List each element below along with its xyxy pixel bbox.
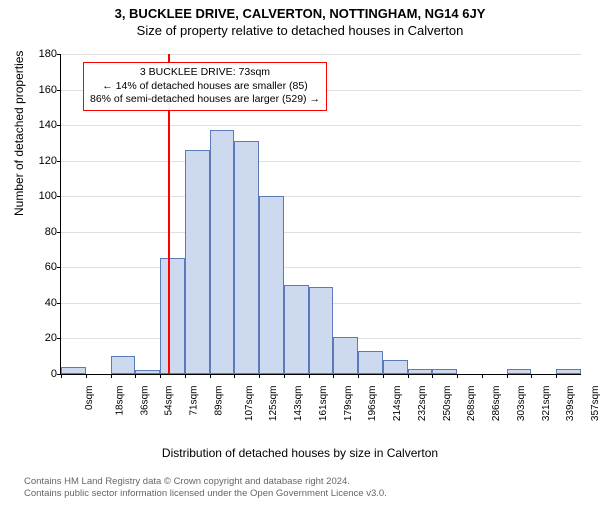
xtick-label: 107sqm (244, 386, 255, 422)
xtick-label: 89sqm (213, 386, 224, 416)
gridline (61, 125, 581, 126)
xtick-label: 54sqm (164, 386, 175, 416)
histogram-bar (210, 130, 235, 374)
xtick-mark (432, 374, 433, 378)
xtick-label: 143sqm (293, 386, 304, 422)
xtick-mark (333, 374, 334, 378)
gridline (61, 267, 581, 268)
xtick-label: 321sqm (541, 386, 552, 422)
xtick-mark (259, 374, 260, 378)
ytick-label: 20 (27, 332, 57, 344)
xtick-label: 71sqm (189, 386, 200, 416)
histogram-bar (358, 351, 383, 374)
chart-area: 0204060801001201401601800sqm18sqm36sqm54… (60, 54, 580, 424)
xtick-label: 196sqm (367, 386, 378, 422)
histogram-bar (61, 367, 86, 374)
xtick-label: 179sqm (343, 386, 354, 422)
gridline (61, 161, 581, 162)
xtick-mark (210, 374, 211, 378)
xtick-mark (383, 374, 384, 378)
xtick-mark (556, 374, 557, 378)
ytick-label: 160 (27, 84, 57, 96)
histogram-bar (432, 369, 457, 374)
ytick-mark (57, 54, 61, 55)
xtick-label: 286sqm (491, 386, 502, 422)
xtick-mark (457, 374, 458, 378)
xtick-label: 161sqm (318, 386, 329, 422)
y-axis-label: Number of detached properties (12, 51, 26, 216)
x-axis-label: Distribution of detached houses by size … (0, 446, 600, 460)
gridline (61, 196, 581, 197)
histogram-bar (408, 369, 433, 374)
callout-box: 3 BUCKLEE DRIVE: 73sqm← 14% of detached … (83, 62, 327, 111)
xtick-mark (284, 374, 285, 378)
xtick-mark (86, 374, 87, 378)
xtick-mark (358, 374, 359, 378)
xtick-label: 268sqm (467, 386, 478, 422)
ytick-mark (57, 196, 61, 197)
xtick-label: 339sqm (566, 386, 577, 422)
histogram-bar (135, 370, 160, 374)
chart-title-sub: Size of property relative to detached ho… (0, 23, 600, 38)
footer-line-2: Contains public sector information licen… (24, 488, 387, 500)
histogram-bar (234, 141, 259, 374)
xtick-mark (111, 374, 112, 378)
xtick-label: 357sqm (590, 386, 600, 422)
xtick-label: 125sqm (268, 386, 279, 422)
xtick-label: 18sqm (114, 386, 125, 416)
gridline (61, 54, 581, 55)
xtick-mark (160, 374, 161, 378)
ytick-label: 100 (27, 190, 57, 202)
ytick-mark (57, 161, 61, 162)
histogram-bar (383, 360, 408, 374)
ytick-mark (57, 125, 61, 126)
xtick-label: 214sqm (392, 386, 403, 422)
ytick-label: 140 (27, 119, 57, 131)
footer-attribution: Contains HM Land Registry data © Crown c… (24, 476, 387, 500)
xtick-label: 36sqm (139, 386, 150, 416)
xtick-mark (531, 374, 532, 378)
xtick-mark (309, 374, 310, 378)
ytick-label: 60 (27, 261, 57, 273)
gridline (61, 232, 581, 233)
xtick-label: 303sqm (516, 386, 527, 422)
xtick-mark (135, 374, 136, 378)
histogram-bar (556, 369, 581, 374)
histogram-bar (309, 287, 334, 374)
histogram-bar (507, 369, 532, 374)
histogram-bar (333, 337, 358, 374)
ytick-label: 40 (27, 297, 57, 309)
ytick-label: 180 (27, 48, 57, 60)
ytick-mark (57, 303, 61, 304)
callout-line: ← 14% of detached houses are smaller (85… (90, 80, 320, 94)
xtick-mark (482, 374, 483, 378)
ytick-mark (57, 338, 61, 339)
xtick-label: 250sqm (442, 386, 453, 422)
histogram-bar (284, 285, 309, 374)
xtick-mark (185, 374, 186, 378)
histogram-bar (185, 150, 210, 374)
ytick-label: 120 (27, 155, 57, 167)
ytick-mark (57, 232, 61, 233)
xtick-mark (507, 374, 508, 378)
histogram-bar (111, 356, 136, 374)
chart-title-main: 3, BUCKLEE DRIVE, CALVERTON, NOTTINGHAM,… (0, 6, 600, 21)
xtick-mark (408, 374, 409, 378)
xtick-mark (234, 374, 235, 378)
ytick-label: 0 (27, 368, 57, 380)
callout-line: 3 BUCKLEE DRIVE: 73sqm (90, 66, 320, 80)
histogram-bar (259, 196, 284, 374)
footer-line-1: Contains HM Land Registry data © Crown c… (24, 476, 387, 488)
ytick-mark (57, 90, 61, 91)
ytick-mark (57, 267, 61, 268)
histogram-bar (160, 258, 185, 374)
xtick-label: 0sqm (84, 386, 95, 410)
plot-region: 0204060801001201401601800sqm18sqm36sqm54… (60, 54, 581, 375)
callout-line: 86% of semi-detached houses are larger (… (90, 93, 320, 107)
xtick-mark (61, 374, 62, 378)
ytick-label: 80 (27, 226, 57, 238)
xtick-label: 232sqm (417, 386, 428, 422)
